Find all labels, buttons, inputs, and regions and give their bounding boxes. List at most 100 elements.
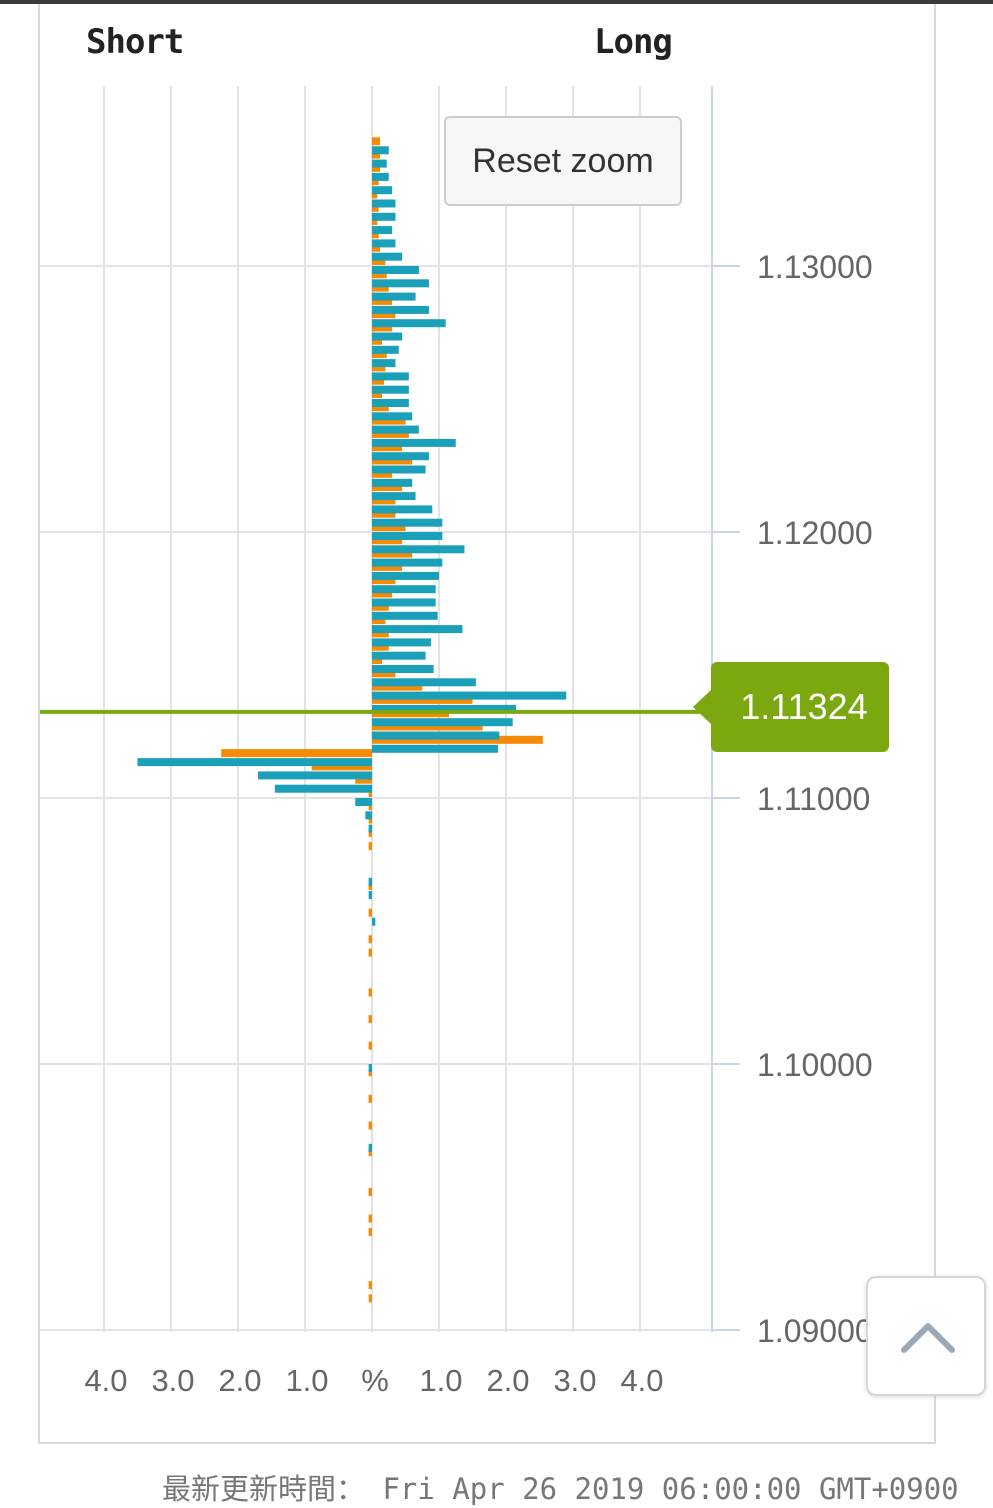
short-bar [372, 496, 396, 505]
y-tick-label: 1.11000 [757, 781, 870, 817]
short-bar [372, 549, 413, 558]
long-bar [365, 811, 372, 820]
short-bar [372, 443, 403, 452]
short-bar [372, 217, 378, 226]
long-bar [372, 744, 498, 753]
short-bar [368, 1148, 372, 1157]
long-bar [372, 266, 419, 274]
short-bar [368, 935, 372, 944]
short-bar [368, 1094, 372, 1103]
short-bar [372, 682, 423, 691]
long-bar [372, 518, 443, 527]
short-bar [368, 882, 372, 891]
long-bar [372, 638, 431, 647]
short-bar [372, 602, 389, 611]
long-bar [372, 585, 436, 594]
short-bar [372, 336, 383, 345]
short-header: Short [86, 22, 184, 62]
long-bar [372, 665, 434, 673]
x-tick-label: 4.0 [84, 1363, 127, 1398]
short-bar [372, 576, 396, 585]
short-bar [372, 403, 389, 412]
short-bar [368, 815, 372, 824]
short-bar [311, 762, 372, 771]
short-bar [372, 243, 381, 252]
y-tick-label: 1.13000 [757, 249, 873, 285]
long-bar [372, 545, 465, 554]
long-bar [372, 399, 409, 407]
short-bar [372, 735, 543, 744]
short-bar [372, 350, 387, 359]
short-bar [372, 656, 383, 664]
long-header: Long [594, 22, 673, 62]
short-bar [372, 137, 381, 146]
long-bar [372, 598, 436, 607]
long-bar [372, 492, 416, 501]
short-bar [368, 1281, 372, 1290]
long-bar [372, 212, 396, 221]
short-bar [372, 177, 379, 186]
short-bar [372, 695, 473, 704]
scroll-to-top-button[interactable] [866, 1276, 986, 1396]
reset-zoom-button[interactable]: Reset zoom [444, 116, 682, 206]
short-bar [355, 775, 372, 784]
long-bar [372, 159, 387, 168]
long-bar [368, 1143, 372, 1152]
short-bar [372, 296, 393, 305]
short-bar [368, 1188, 372, 1196]
long-bar [258, 771, 372, 780]
long-bar [372, 372, 409, 381]
long-bar [372, 691, 567, 700]
x-tick-label: % [361, 1363, 389, 1398]
top-bar [0, 0, 993, 4]
x-tick-label: 4.0 [620, 1363, 663, 1398]
short-bar [372, 509, 396, 518]
long-bar [372, 279, 429, 288]
short-bar [372, 257, 386, 265]
short-bar [372, 456, 413, 465]
short-bar [368, 1227, 372, 1236]
short-bar [372, 310, 396, 319]
long-bar [372, 345, 399, 354]
current-price-pointer [693, 689, 712, 725]
short-bar [368, 1214, 372, 1223]
short-bar [368, 1121, 372, 1130]
long-bar [372, 332, 403, 341]
x-tick-label: 3.0 [553, 1363, 596, 1398]
long-bar [372, 226, 393, 235]
long-bar [372, 731, 500, 740]
long-bar [372, 292, 416, 301]
x-tick-label: 2.0 [486, 1363, 529, 1398]
long-bar [372, 359, 396, 368]
short-bar [372, 483, 403, 492]
short-bar [368, 988, 372, 997]
short-bar [372, 629, 389, 638]
short-bar [372, 416, 406, 425]
long-bar [372, 305, 429, 314]
long-bar [372, 186, 393, 195]
long-bar [372, 438, 456, 447]
short-bar [372, 722, 483, 731]
x-tick-label: 1.0 [419, 1363, 462, 1398]
short-bar [368, 1015, 372, 1024]
long-bar [372, 651, 426, 660]
short-bar [372, 469, 393, 478]
x-tick-label: 3.0 [151, 1363, 194, 1398]
short-bar [372, 230, 379, 239]
short-bar [372, 523, 406, 531]
long-bar [372, 678, 476, 687]
short-bar [372, 363, 386, 372]
short-bar [372, 283, 389, 292]
y-tick-label: 1.09000 [757, 1313, 873, 1349]
short-bar [368, 908, 372, 917]
x-tick-label: 1.0 [285, 1363, 328, 1398]
long-bar [372, 385, 409, 394]
short-bar [368, 1041, 372, 1050]
short-bar [372, 203, 379, 212]
long-bar [368, 891, 372, 900]
long-bar [372, 239, 396, 248]
long-bar [368, 877, 372, 886]
long-bar [355, 798, 372, 806]
short-bar [221, 749, 372, 758]
